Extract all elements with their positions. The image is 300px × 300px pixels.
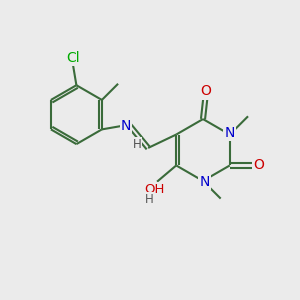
Text: H: H — [133, 138, 141, 151]
Text: N: N — [225, 126, 235, 140]
Text: O: O — [253, 158, 264, 172]
Text: O: O — [200, 84, 211, 98]
Text: Cl: Cl — [66, 50, 80, 64]
Text: OH: OH — [145, 183, 165, 196]
Text: N: N — [199, 176, 210, 189]
Text: N: N — [121, 119, 131, 133]
Text: H: H — [146, 194, 154, 206]
